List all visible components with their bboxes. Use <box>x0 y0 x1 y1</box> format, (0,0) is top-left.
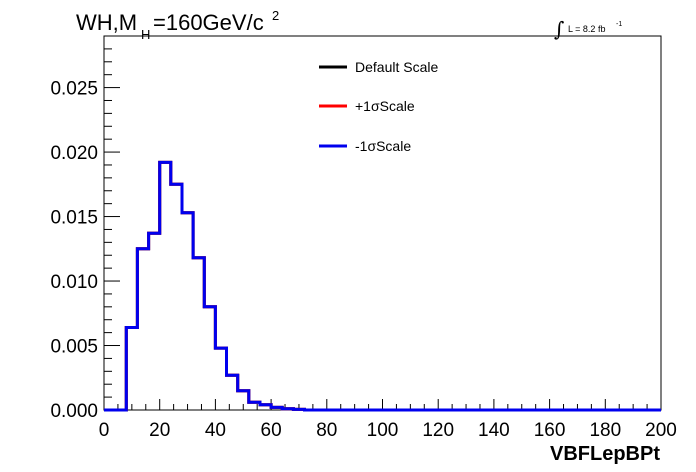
lumi-label: L = 8.2 fb <box>568 24 605 34</box>
integral-sign-icon: ∫ <box>554 17 564 41</box>
chart-title-superscript: 2 <box>272 8 279 23</box>
x-tick-label: 180 <box>589 420 621 441</box>
x-tick-label: 200 <box>645 420 677 441</box>
legend-label-minus: -1σScale <box>355 138 411 154</box>
y-tick-label: 0.010 <box>50 272 98 293</box>
series-layer <box>104 160 661 412</box>
x-tick-label: 0 <box>99 420 110 441</box>
x-tick-label: 40 <box>205 420 226 441</box>
x-tick-label: 160 <box>534 420 566 441</box>
legend-label-default: Default Scale <box>355 59 438 75</box>
legend-label-plus: +1σScale <box>355 98 415 114</box>
y-tick-label: 0.005 <box>50 337 98 358</box>
x-axis-label: VBFLepBPt <box>550 443 660 465</box>
x-tick-label: 20 <box>149 420 170 441</box>
y-tick-label: 0.015 <box>50 208 98 229</box>
series-line-2 <box>104 160 661 412</box>
y-tick-label: 0.000 <box>50 401 98 422</box>
chart-title-main: WH,M <box>76 10 137 35</box>
series-line-0 <box>104 160 661 412</box>
plot-frame <box>103 35 662 411</box>
y-tick-label: 0.025 <box>50 79 98 100</box>
x-tick-label: 120 <box>422 420 454 441</box>
series-line-1 <box>104 160 661 412</box>
x-tick-label: 80 <box>316 420 337 441</box>
x-tick-label: 140 <box>478 420 510 441</box>
x-tick-label: 100 <box>367 420 399 441</box>
axes: 0 20 40 60 80 100 120 140 160 180 200 0.000 0.005 0.0… <box>50 35 677 441</box>
lumi-superscript: -1 <box>616 21 622 28</box>
x-tick-label: 60 <box>261 420 282 441</box>
legend: Default Scale +1σScale -1σScale <box>319 59 438 154</box>
chart-title-rest: =160GeV/c <box>153 10 264 35</box>
y-tick-label: 0.020 <box>50 143 98 164</box>
chart-title-subscript: H <box>141 27 150 42</box>
